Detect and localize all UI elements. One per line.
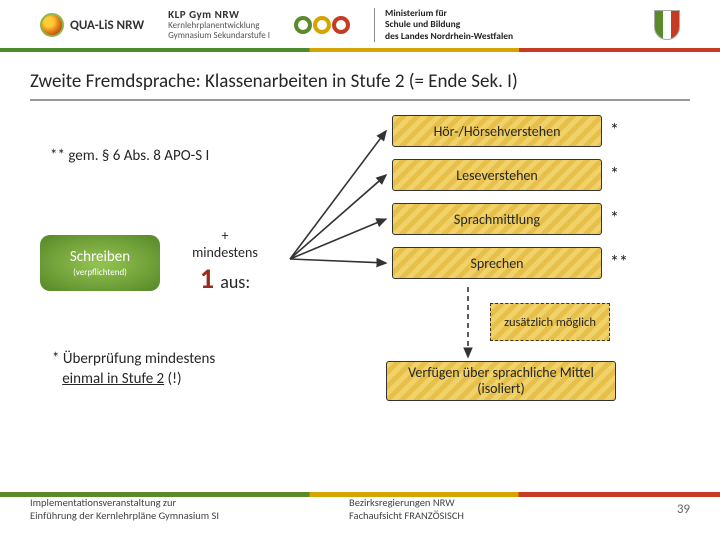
zusatz-box: zusätzlich möglich	[490, 303, 610, 341]
pill-lese: Leseverstehen	[392, 159, 602, 191]
gears-icon	[294, 16, 350, 34]
klp-line3: Gymnasium Sekundarstufe I	[168, 30, 270, 41]
nrw-coat-of-arms-icon	[654, 10, 680, 40]
ministry-l2: Schule und Bildung	[385, 18, 460, 30]
header-bar: QUA-LiS NRW KLP Gym NRW Kernlehrplanentw…	[0, 0, 720, 52]
note-gem: ** gem. § 6 Abs. 8 APO-S I	[50, 147, 209, 165]
schreiben-label: Schreiben	[40, 248, 160, 266]
plus-one: 1	[200, 261, 214, 296]
pill-sprachm: Sprachmittlung	[392, 203, 602, 235]
pill-sprechen: Sprechen	[392, 247, 602, 279]
schreiben-node: Schreiben (verpflichtend)	[40, 235, 160, 291]
ministry-text: Ministerium für Schule und Bildung des L…	[374, 8, 513, 42]
diagram-canvas: ** gem. § 6 Abs. 8 APO-S I Schreiben (ve…	[0, 109, 720, 469]
page-number: 39	[677, 496, 690, 517]
schreiben-sub: (verpflichtend)	[40, 267, 160, 278]
qualis-text: QUA-LiS NRW	[70, 18, 144, 33]
qualis-logo: QUA-LiS NRW	[40, 13, 144, 37]
mark-lese: *	[610, 163, 619, 185]
qualis-disc-icon	[40, 13, 64, 37]
plus-line1: +	[170, 227, 280, 244]
pill-hoer: Hör-/Hörsehverstehen	[392, 115, 602, 147]
mark-hoer: *	[610, 119, 619, 141]
mark-sprachm: *	[610, 207, 619, 229]
plus-text: + mindestens 1 aus:	[170, 227, 280, 293]
klp-logo: KLP Gym NRW Kernlehrplanentwicklung Gymn…	[168, 9, 270, 41]
footer-bar: Implementationsveranstaltung zur Einführ…	[0, 492, 720, 540]
plus-line2: mindestens	[170, 244, 280, 261]
klp-line1: KLP Gym NRW	[168, 8, 239, 21]
pill-verfuegen: Verfügen über sprachliche Mittel (isolie…	[386, 361, 616, 401]
footnote-text: * Überprüfung mindestens einmal in Stufe…	[52, 349, 215, 390]
footer-col1: Implementationsveranstaltung zur Einführ…	[30, 496, 219, 522]
slide-title: Zweite Fremdsprache: Klassenarbeiten in …	[30, 70, 690, 101]
footer-col2: Bezirksregierungen NRW Fachaufsicht FRAN…	[349, 496, 464, 522]
ministry-l1: Ministerium für	[385, 7, 447, 19]
ministry-l3: des Landes Nordrhein-Westfalen	[385, 30, 513, 42]
plus-aus: aus:	[220, 271, 250, 293]
mark-sprechen: **	[610, 251, 628, 273]
